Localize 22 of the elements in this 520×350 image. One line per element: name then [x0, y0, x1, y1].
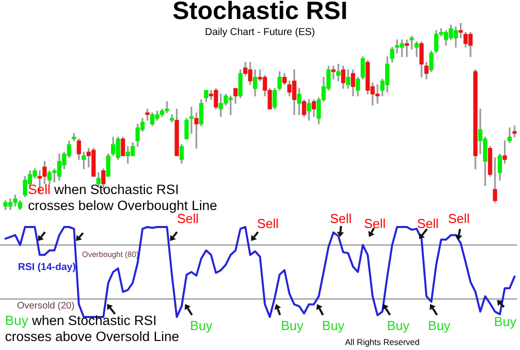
text: Buy [190, 318, 212, 334]
text: All Rights Reserved [345, 337, 420, 348]
chart-title: Stochastic RSI [171, 0, 349, 26]
annotation: Sell [417, 216, 439, 232]
annotation: Buy [494, 314, 516, 330]
ref-line-label: Oversold (20) [17, 300, 75, 312]
annotation: Sell when Stochastic RSI crosses below Overbought Line [28, 182, 218, 213]
text: Sell [177, 211, 199, 227]
text: Buy [387, 318, 410, 334]
annotation: Sell [257, 216, 279, 232]
candlestick [331, 66, 336, 80]
annotation: Buy when Stochastic RSI crosses above Oversold Line [5, 313, 180, 344]
chart-subtitle: Daily Chart - Future (ES) [204, 27, 316, 38]
annotation: Sell [364, 216, 386, 232]
candlestick [189, 106, 194, 134]
text: Buy [428, 318, 450, 334]
text: Buy [322, 318, 344, 334]
candlestick [512, 126, 517, 138]
text: Buy [281, 318, 304, 334]
text: Sell [330, 211, 352, 227]
text: Sell [448, 211, 470, 227]
series-label: RSI (14-day) [18, 262, 76, 273]
